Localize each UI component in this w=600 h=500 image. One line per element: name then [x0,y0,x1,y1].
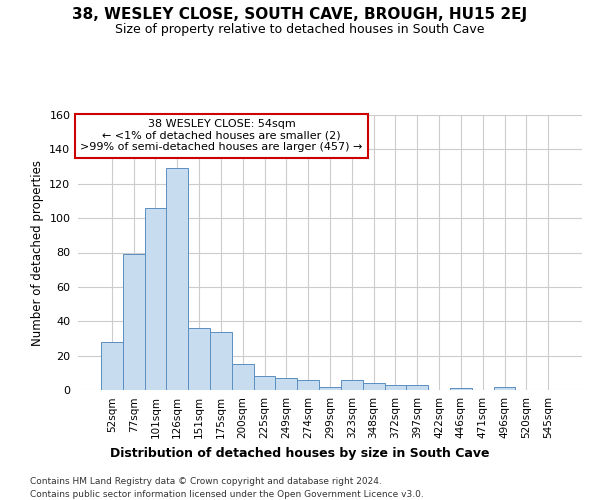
Bar [494,386,515,390]
Bar [188,328,210,390]
Bar [210,332,232,390]
Bar [363,383,385,390]
Text: Contains HM Land Registry data © Crown copyright and database right 2024.: Contains HM Land Registry data © Crown c… [30,478,382,486]
Bar [341,380,363,390]
Bar [166,168,188,390]
Bar [297,380,319,390]
Bar [385,385,406,390]
Y-axis label: Number of detached properties: Number of detached properties [31,160,44,346]
Bar [254,376,275,390]
Bar [123,254,145,390]
Bar [101,342,123,390]
Text: 38, WESLEY CLOSE, SOUTH CAVE, BROUGH, HU15 2EJ: 38, WESLEY CLOSE, SOUTH CAVE, BROUGH, HU… [73,8,527,22]
Text: Size of property relative to detached houses in South Cave: Size of property relative to detached ho… [115,22,485,36]
Bar [145,208,166,390]
Text: Distribution of detached houses by size in South Cave: Distribution of detached houses by size … [110,448,490,460]
Bar [232,364,254,390]
Text: 38 WESLEY CLOSE: 54sqm
← <1% of detached houses are smaller (2)
>99% of semi-det: 38 WESLEY CLOSE: 54sqm ← <1% of detached… [80,119,363,152]
Bar [450,388,472,390]
Bar [275,378,297,390]
Text: Contains public sector information licensed under the Open Government Licence v3: Contains public sector information licen… [30,490,424,499]
Bar [406,385,428,390]
Bar [319,386,341,390]
